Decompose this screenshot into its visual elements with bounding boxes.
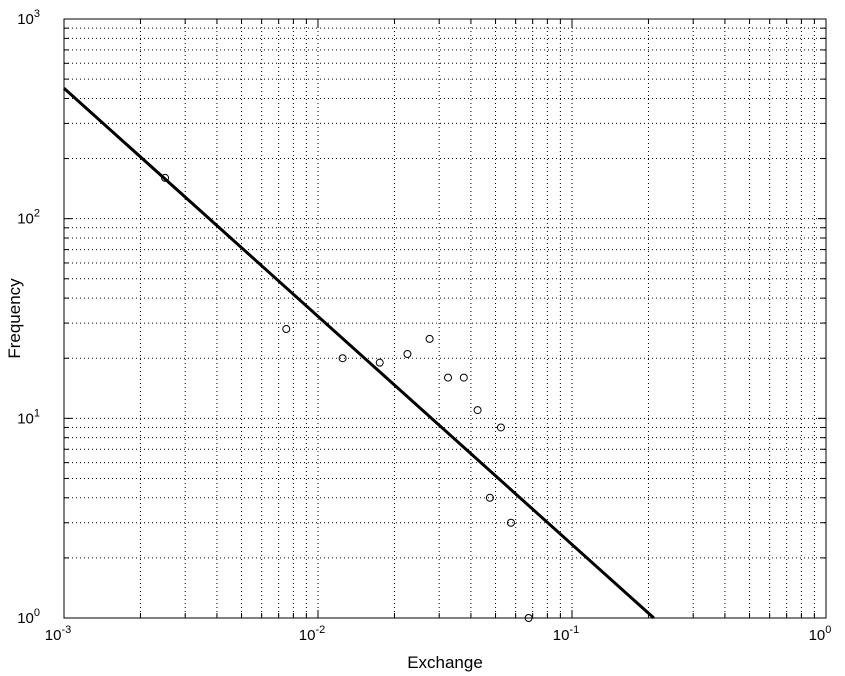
y-axis-label: Frequency bbox=[5, 278, 24, 359]
data-point bbox=[496, 423, 505, 432]
data-point bbox=[425, 334, 434, 343]
fit-line bbox=[62, 87, 655, 620]
plot-frame bbox=[63, 18, 827, 619]
grid bbox=[64, 19, 826, 618]
y-tick-label: 100 bbox=[17, 607, 40, 627]
y-tick-label: 102 bbox=[17, 208, 40, 228]
data-point bbox=[161, 173, 170, 182]
x-tick-label: 10-2 bbox=[299, 624, 325, 644]
tick-labels: 10-3 10-2 10-1 100 100 101 102 103 bbox=[17, 8, 831, 644]
axis-ticks bbox=[64, 19, 826, 618]
x-tick-label: 10-3 bbox=[45, 624, 71, 644]
data-point bbox=[473, 406, 482, 415]
data-point bbox=[459, 373, 468, 382]
data-point bbox=[403, 349, 412, 358]
data-point bbox=[375, 358, 384, 367]
x-tick-label: 10-1 bbox=[553, 624, 579, 644]
y-tick-label: 101 bbox=[17, 407, 40, 427]
data-point bbox=[282, 325, 291, 334]
data-point bbox=[485, 493, 494, 502]
y-tick-label: 103 bbox=[17, 8, 40, 28]
data-point bbox=[506, 518, 515, 527]
data-point bbox=[338, 354, 347, 363]
x-axis-label: Exchange bbox=[407, 653, 483, 672]
x-tick-label: 100 bbox=[809, 624, 832, 644]
data-points bbox=[161, 173, 533, 622]
data-point bbox=[444, 373, 453, 382]
